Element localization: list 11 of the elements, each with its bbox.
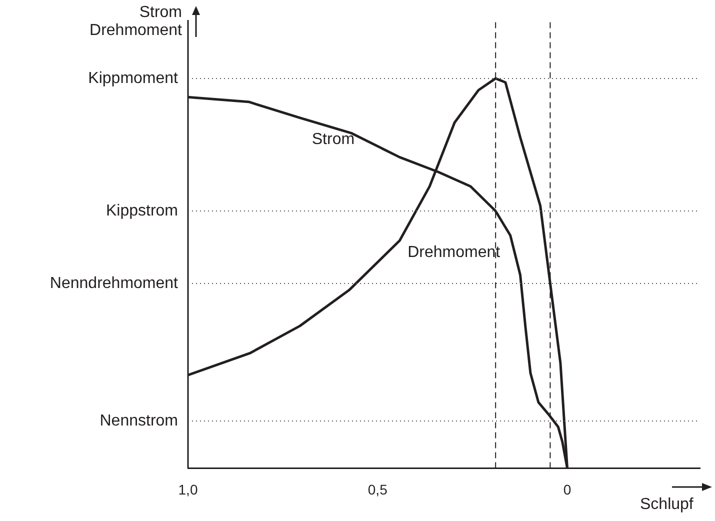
ref-line-label: Kippmoment — [88, 70, 179, 87]
x-tick-label: 1,0 — [178, 481, 198, 498]
y-axis-title: Strom Drehmoment — [88, 4, 182, 40]
ref-line-label: Nennstrom — [100, 412, 178, 430]
x-tick-label: 0,5 — [368, 481, 388, 498]
series-label: Drehmoment — [408, 244, 501, 261]
series-label: Strom — [312, 131, 355, 148]
x-axis-title: Schlupf — [640, 496, 694, 514]
ref-line-label: Kippstrom — [106, 202, 178, 220]
ref-line-label: Nenndrehmoment — [50, 274, 179, 292]
x-tick-label: 0 — [563, 481, 572, 498]
